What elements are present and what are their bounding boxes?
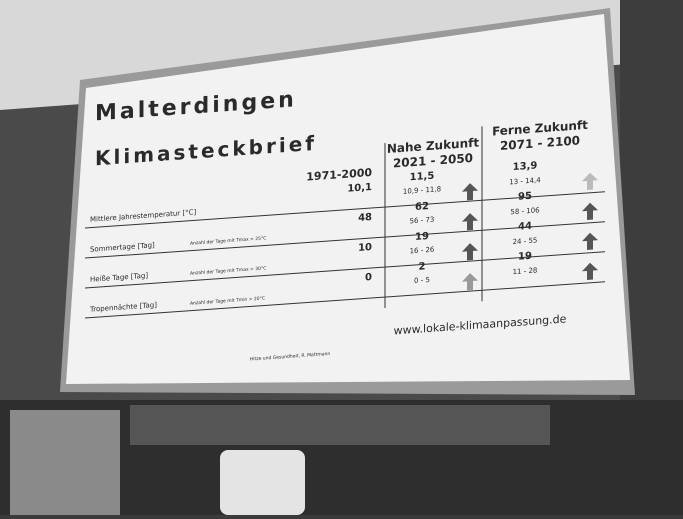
far-value: 19: [518, 251, 532, 263]
page: Malterdingen Klimasteckbrief 1971-2000 N…: [0, 0, 683, 515]
past-value: 10: [358, 242, 372, 254]
chair: [220, 450, 305, 515]
near-value: 11,5: [410, 171, 435, 184]
past-value: 10,1: [347, 182, 372, 195]
photo: Malterdingen Klimasteckbrief 1971-2000 N…: [0, 0, 683, 515]
books: [130, 405, 550, 445]
far-value: 44: [518, 221, 532, 233]
cabinet: [10, 410, 120, 515]
far-value: 95: [518, 191, 532, 203]
near-value: 2: [419, 261, 426, 272]
past-value: 0: [365, 272, 372, 283]
near-value: 62: [415, 201, 429, 213]
near-range: 0 - 5: [414, 276, 430, 285]
near-value: 19: [415, 231, 429, 243]
far-value: 13,9: [513, 160, 538, 173]
past-value: 48: [358, 212, 372, 224]
